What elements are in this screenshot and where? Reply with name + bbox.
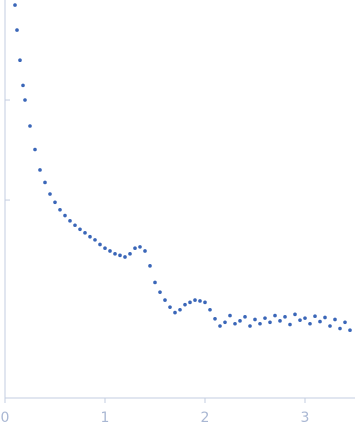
point [93,238,97,242]
point [208,307,212,312]
point [143,249,147,253]
point [243,315,247,319]
point [198,299,202,303]
point [228,313,232,318]
point [68,219,72,223]
point [193,298,197,302]
point [113,252,117,256]
point [218,324,222,328]
point [308,321,312,326]
point [158,290,162,294]
point [78,227,82,232]
point [48,192,52,196]
point [298,318,302,322]
point [153,280,157,285]
point [233,321,237,326]
point [268,320,272,325]
point [278,319,282,323]
point [83,231,87,235]
point [238,319,242,323]
point [138,245,142,249]
point [303,316,307,320]
point [203,300,207,305]
point [293,312,297,317]
point [283,315,287,319]
point [18,58,22,63]
point [98,242,102,247]
point [318,319,322,324]
point [63,213,67,218]
point [253,317,257,322]
point [128,252,132,256]
point [333,317,337,322]
point [258,321,262,326]
point [103,246,107,251]
point [183,302,187,307]
point [338,326,342,331]
point [28,124,32,128]
point [53,200,57,205]
point [33,147,37,152]
point [178,307,182,312]
point [263,316,267,320]
point [38,168,42,172]
point [148,264,152,268]
point [173,310,177,315]
point [15,28,19,32]
point [323,315,327,320]
point [273,313,277,318]
point [348,328,352,333]
point [123,255,127,259]
x-tick-label: 2 [201,410,210,426]
point [328,324,332,328]
point [21,83,25,88]
x-tick-label: 3 [301,410,310,426]
point [88,234,92,239]
point [163,298,167,302]
x-tick-label: 0 [1,410,10,426]
point [248,324,252,328]
point [188,300,192,305]
point [343,320,347,325]
point [288,322,292,327]
point [118,253,122,258]
point [58,207,62,212]
point [223,320,227,325]
point [168,305,172,309]
point [73,223,77,228]
point [313,314,317,319]
point [13,3,17,7]
point [108,249,112,253]
point [213,317,217,321]
point [43,180,47,185]
point [133,246,137,251]
point [23,98,27,102]
x-tick-label: 1 [101,410,110,426]
